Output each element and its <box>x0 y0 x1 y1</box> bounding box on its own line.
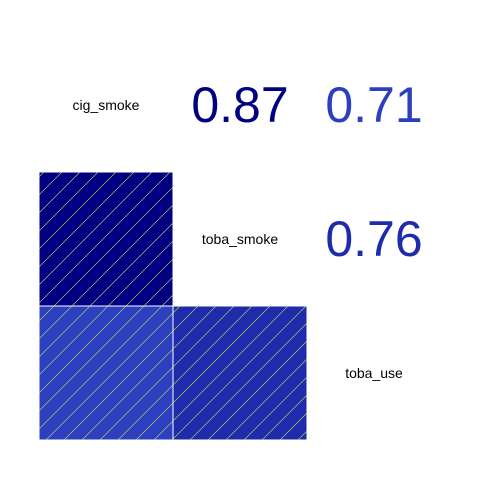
hatch-toba_use-toba_smoke <box>173 306 307 440</box>
variable-label-toba_use: toba_use <box>345 365 403 381</box>
variable-label-toba_smoke: toba_smoke <box>202 231 278 247</box>
coef-toba_smoke-toba_use: 0.76 <box>325 211 422 267</box>
upper-triangle-coefficients: 0.87 0.71 0.76 <box>191 77 422 267</box>
coef-cig_smoke-toba_smoke: 0.87 <box>191 77 288 133</box>
hatch-toba_use-cig_smoke <box>39 306 173 440</box>
variable-label-cig_smoke: cig_smoke <box>73 97 140 113</box>
diagonal-variable-labels: cig_smoke toba_smoke toba_use <box>73 97 403 381</box>
hatch-toba_smoke-cig_smoke <box>39 172 173 306</box>
lower-triangle-squares <box>38 171 308 441</box>
coef-cig_smoke-toba_use: 0.71 <box>325 77 422 133</box>
